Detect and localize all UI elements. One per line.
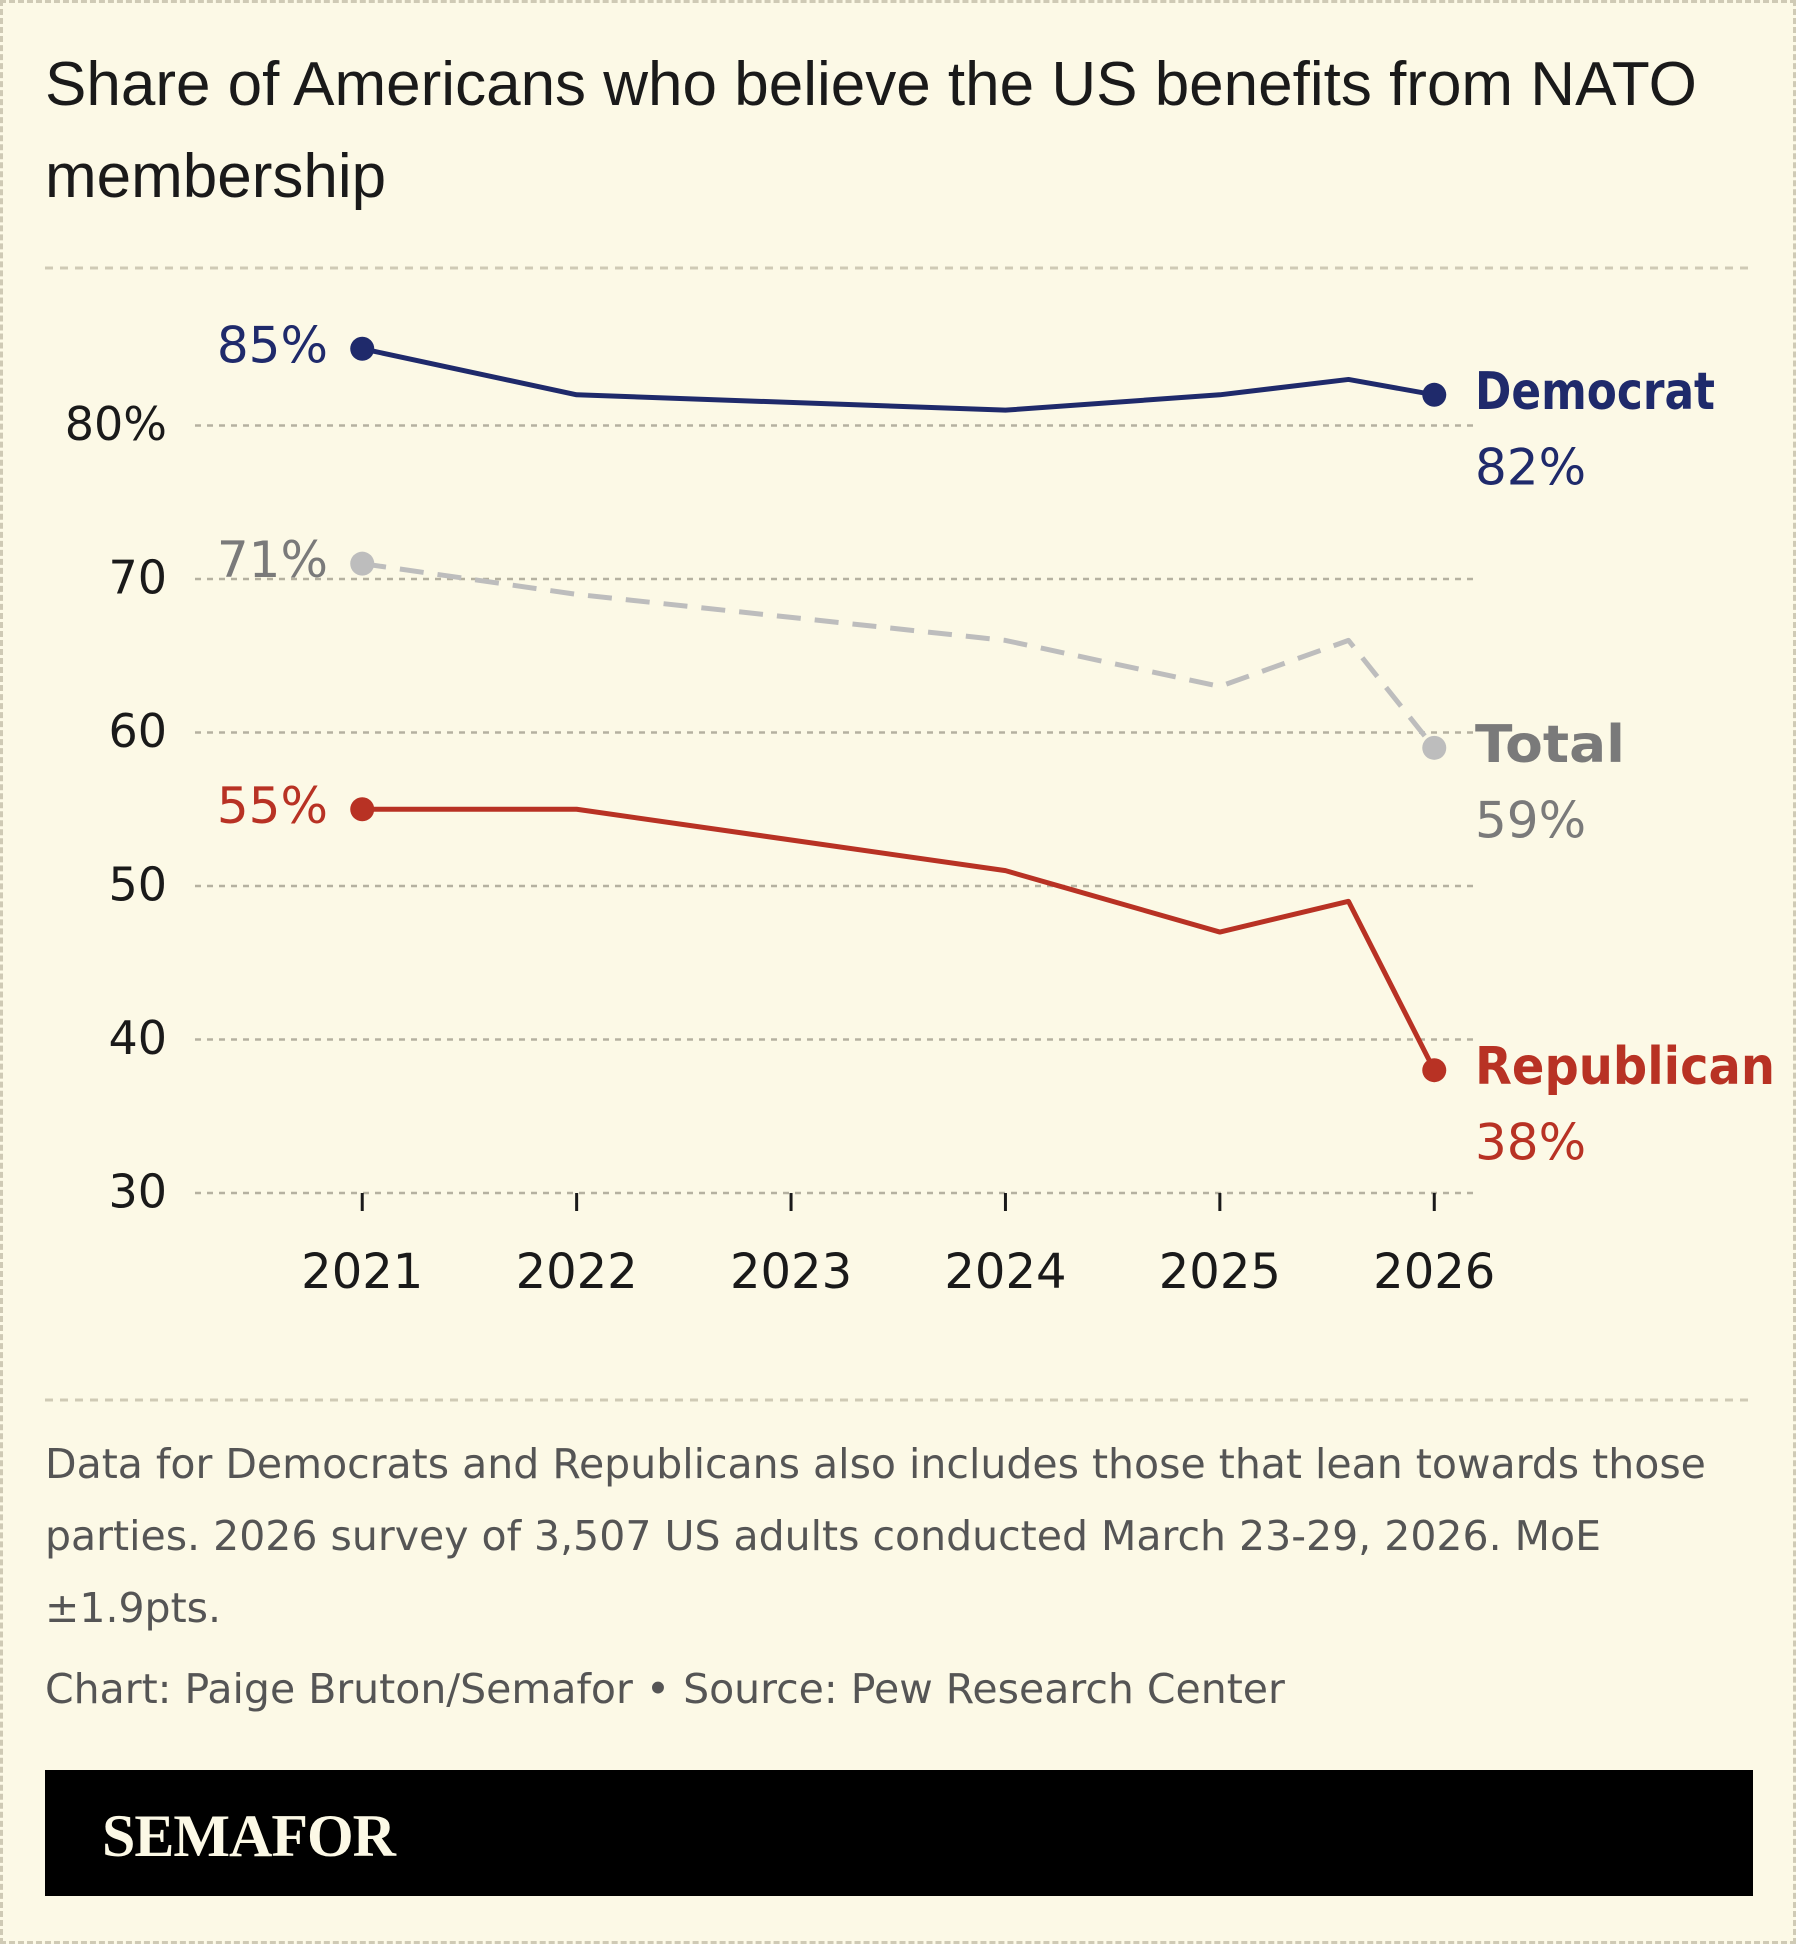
y-tick-label: 70 [108,551,167,605]
x-tick-label: 2024 [944,1244,1066,1300]
y-tick-label: 40 [108,1011,167,1065]
value-label: 55% [217,777,328,835]
y-tick-label: 80% [65,397,167,451]
x-tick-label: 2021 [301,1244,423,1300]
brand-bar: SEMAFOR [45,1770,1753,1896]
y-tick-label: 30 [108,1165,167,1219]
legend-label: Republican [1475,1037,1775,1097]
point [1422,735,1447,760]
credit: Chart: Paige Bruton/Semafor • Source: Pe… [45,1665,1285,1713]
value-label: 38% [1475,1114,1586,1172]
point [350,336,375,361]
value-label: 71% [217,531,328,589]
point [1422,1058,1447,1083]
series-line [362,806,1437,1072]
series-line [361,346,1435,413]
point [1422,382,1447,407]
x-tick-label: 2023 [730,1244,852,1300]
x-tick-label: 2022 [516,1244,638,1300]
legend-label: Democrat [1475,362,1715,422]
series-line [361,561,1437,750]
chart: 30 40 50 60 70 80% 2021 2022 2023 2024 2025 2026 85%… [45,266,1775,1402]
brand: SEMAFOR [102,1803,396,1869]
y-tick-label: 60 [108,704,167,758]
chart-title: Share of Americans who believe the US be… [45,50,1697,211]
x-tick-label: 2025 [1159,1244,1281,1300]
legend-label: Total [1475,715,1625,775]
point [350,797,375,822]
value-label: 85% [217,316,328,374]
x-tick-label: 2026 [1373,1244,1495,1300]
note: Data for Democrats and Republicans also … [45,1440,1706,1632]
value-label: 59% [1475,791,1586,849]
point [350,551,375,576]
y-tick-label: 50 [108,858,167,912]
value-label: 82% [1475,438,1586,496]
